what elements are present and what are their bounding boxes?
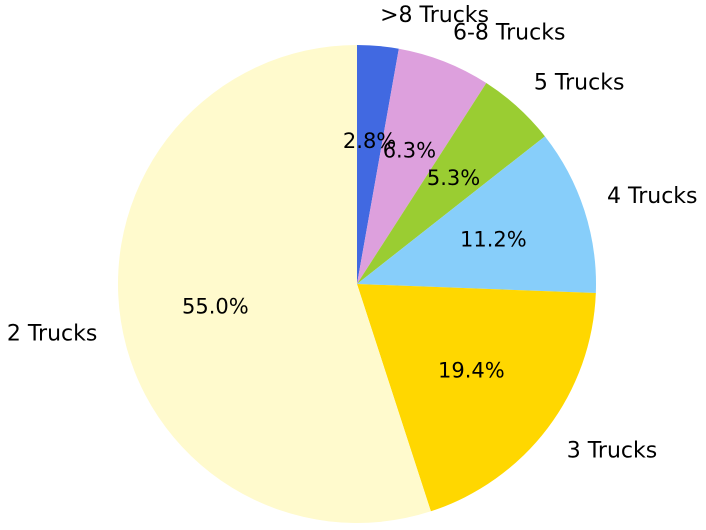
slice-label-8-trucks: >8 Trucks	[380, 3, 489, 28]
pie-slice-8-trucks	[357, 45, 399, 284]
pie-slice-3-trucks	[357, 284, 596, 512]
pie-percent-labels: 2.8%6.3% 5.3% 11.2% 19.4% 55.0%	[182, 129, 527, 382]
pie-slice-2-trucks	[117, 44, 431, 524]
slice-percent-3-trucks: 19.4%	[438, 358, 505, 382]
slice-label-3-trucks: 3 Trucks	[567, 439, 657, 464]
slice-percent-6-8-trucks: 6.3%	[383, 139, 436, 163]
pie-slices	[117, 44, 596, 524]
slice-label-6-8-trucks: 6-8 Trucks	[453, 20, 565, 45]
slice-label-4-trucks: 4 Trucks	[607, 184, 697, 209]
slice-label-2-trucks: 2 Trucks	[7, 321, 97, 346]
pie-slice-5-trucks	[357, 83, 545, 284]
pie-slice-6-8-trucks	[357, 48, 487, 284]
pie-slice-4-trucks	[357, 136, 596, 294]
slice-percent-8-trucks: 2.8%	[343, 129, 396, 153]
slice-label-5-trucks: 5 Trucks	[534, 71, 624, 96]
slice-percent-5-trucks: 5.3%	[427, 166, 480, 190]
slice-percent-2-trucks: 55.0%	[182, 294, 249, 318]
slice-percent-4-trucks: 11.2%	[460, 228, 527, 252]
